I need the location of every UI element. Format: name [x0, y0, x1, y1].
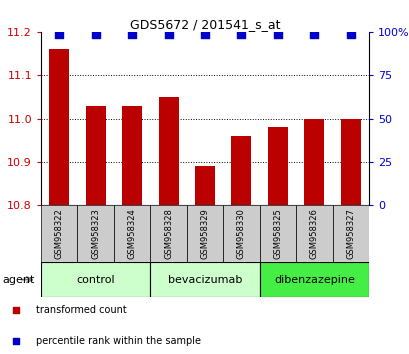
Point	[165, 31, 171, 36]
Bar	[122, 105, 142, 205]
Text: GSM958322: GSM958322	[54, 209, 63, 259]
Text: GSM958328: GSM958328	[164, 208, 173, 259]
Bar	[187, 205, 222, 262]
Bar	[303, 119, 324, 205]
Point	[13, 338, 20, 343]
Point	[92, 31, 99, 36]
Text: dibenzazepine: dibenzazepine	[273, 275, 354, 285]
Point	[274, 31, 281, 36]
Bar	[231, 136, 251, 205]
Text: agent: agent	[2, 275, 34, 285]
Text: GSM958329: GSM958329	[200, 209, 209, 259]
Bar	[222, 205, 259, 262]
Point	[310, 31, 317, 36]
Point	[56, 31, 62, 36]
Text: bevacizumab: bevacizumab	[167, 275, 242, 285]
Bar	[295, 205, 332, 262]
Bar	[114, 205, 150, 262]
Point	[128, 31, 135, 36]
Text: transformed count: transformed count	[36, 305, 127, 315]
Bar	[267, 127, 287, 205]
Bar	[85, 105, 106, 205]
Point	[201, 31, 208, 36]
Bar	[340, 119, 360, 205]
Bar	[259, 205, 295, 262]
Point	[238, 31, 244, 36]
Text: GSM958323: GSM958323	[91, 208, 100, 259]
Text: percentile rank within the sample: percentile rank within the sample	[36, 336, 201, 346]
Bar	[49, 49, 69, 205]
Bar	[77, 205, 114, 262]
Bar	[150, 262, 259, 297]
Bar	[195, 166, 214, 205]
Text: control: control	[76, 275, 115, 285]
Bar	[150, 205, 187, 262]
Bar	[41, 262, 150, 297]
Text: GSM958325: GSM958325	[273, 209, 282, 259]
Text: GSM958330: GSM958330	[236, 208, 245, 259]
Bar	[41, 205, 77, 262]
Text: GSM958327: GSM958327	[346, 208, 355, 259]
Bar	[158, 97, 178, 205]
Title: GDS5672 / 201541_s_at: GDS5672 / 201541_s_at	[129, 18, 280, 31]
Text: GSM958324: GSM958324	[127, 209, 136, 259]
Bar	[259, 262, 368, 297]
Point	[13, 307, 20, 313]
Point	[347, 31, 353, 36]
Text: GSM958326: GSM958326	[309, 208, 318, 259]
Bar	[332, 205, 368, 262]
